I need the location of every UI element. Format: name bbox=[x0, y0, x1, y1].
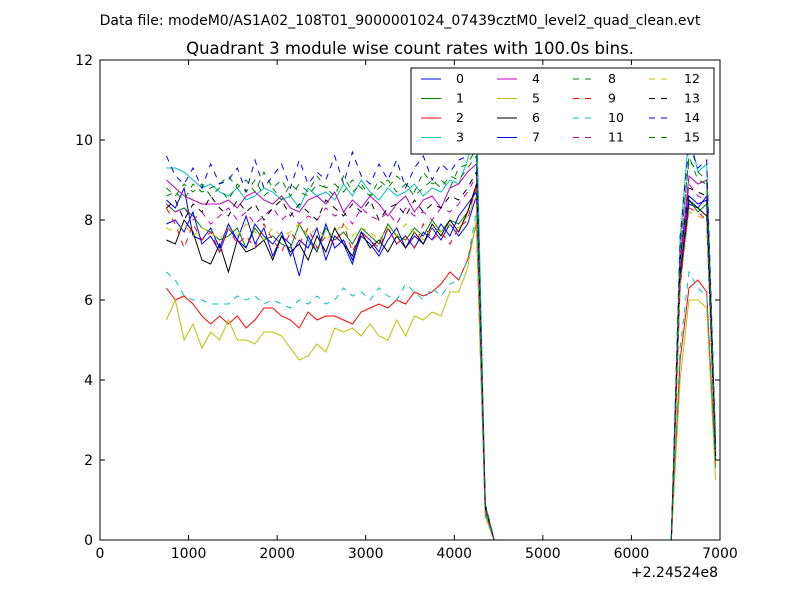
series-line-7 bbox=[166, 190, 717, 541]
series-line-6 bbox=[166, 183, 717, 541]
legend-label-6: 6 bbox=[532, 110, 540, 125]
data-file-label: Data file: modeM0/AS1A02_108T01_90000010… bbox=[100, 13, 701, 29]
legend-label-10: 10 bbox=[608, 110, 624, 125]
x-tick-label: 1000 bbox=[171, 546, 207, 562]
series-line-2 bbox=[165, 223, 717, 541]
series-line-13 bbox=[166, 170, 717, 541]
x-tick-label: 4000 bbox=[436, 546, 472, 562]
y-tick-label: 0 bbox=[84, 533, 93, 549]
legend-label-0: 0 bbox=[456, 71, 464, 86]
y-tick-label: 4 bbox=[84, 373, 93, 389]
y-tick-label: 12 bbox=[75, 53, 93, 69]
x-tick-label: 6000 bbox=[614, 546, 650, 562]
x-tick-label: 5000 bbox=[525, 546, 561, 562]
legend-label-2: 2 bbox=[456, 110, 464, 125]
y-tick-label: 6 bbox=[84, 293, 93, 309]
series-line-14 bbox=[165, 142, 717, 541]
legend-label-13: 13 bbox=[684, 91, 700, 106]
chart-title: Quadrant 3 module wise count rates with … bbox=[186, 39, 634, 58]
legend-label-4: 4 bbox=[532, 71, 540, 86]
y-tick-label: 2 bbox=[84, 453, 93, 469]
series-line-11 bbox=[166, 174, 717, 541]
series-line-12 bbox=[166, 195, 717, 541]
legend-label-15: 15 bbox=[684, 130, 700, 145]
legend-label-8: 8 bbox=[608, 71, 616, 86]
series-line-9 bbox=[165, 183, 717, 541]
y-tick-label: 10 bbox=[75, 133, 93, 149]
series-line-15 bbox=[166, 154, 717, 541]
series-line-3 bbox=[166, 107, 717, 541]
legend-label-3: 3 bbox=[456, 130, 464, 145]
legend-label-14: 14 bbox=[684, 110, 700, 125]
legend-label-5: 5 bbox=[532, 91, 540, 106]
x-tick-label: 2000 bbox=[259, 546, 295, 562]
series-line-5 bbox=[165, 219, 717, 541]
legend-label-1: 1 bbox=[456, 91, 464, 106]
x-tick-label: 0 bbox=[96, 546, 105, 562]
legend-label-9: 9 bbox=[608, 91, 616, 106]
series-line-4 bbox=[166, 162, 717, 541]
y-tick-label: 8 bbox=[84, 213, 93, 229]
series-line-10 bbox=[166, 211, 717, 541]
x-tick-label: 7000 bbox=[702, 546, 738, 562]
x-tick-label: 3000 bbox=[348, 546, 384, 562]
series-line-8 bbox=[166, 146, 717, 541]
legend-label-7: 7 bbox=[532, 130, 540, 145]
legend-label-11: 11 bbox=[608, 130, 624, 145]
legend-box bbox=[410, 67, 715, 155]
series-layer bbox=[165, 107, 717, 541]
x-offset-label: +2.24524e8 bbox=[631, 565, 718, 581]
legend-label-12: 12 bbox=[684, 71, 700, 86]
